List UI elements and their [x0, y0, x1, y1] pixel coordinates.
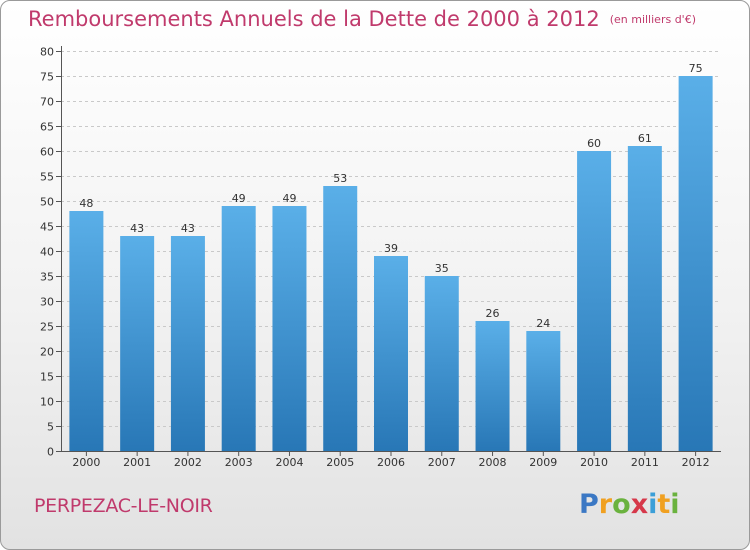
y-tick-label: 60 — [40, 146, 54, 159]
bar-value-label: 75 — [689, 62, 703, 75]
x-tick-label: 2001 — [123, 456, 151, 469]
y-tick-label: 20 — [40, 346, 54, 359]
commune-name: PERPEZAC-LE-NOIR — [34, 495, 213, 517]
y-tick-label: 70 — [40, 96, 54, 109]
bar-value-label: 26 — [486, 307, 500, 320]
title-text: Remboursements Annuels de la Dette de 20… — [28, 7, 600, 31]
logo-letter: i — [670, 489, 680, 520]
x-tick-label: 2012 — [682, 456, 710, 469]
data-labels: 48 43 43 49 49 53 39 35 26 24 60 61 75 — [79, 62, 702, 330]
bar — [69, 211, 104, 451]
x-tick-label: 2003 — [225, 456, 253, 469]
bar-value-label: 35 — [435, 262, 449, 275]
bar — [627, 146, 662, 451]
y-tick-label: 75 — [40, 71, 54, 84]
bar — [678, 76, 713, 451]
bar-value-label: 60 — [587, 137, 601, 150]
x-tick-label: 2008 — [479, 456, 507, 469]
y-tick-label: 40 — [40, 246, 54, 259]
y-tick-label: 25 — [40, 321, 54, 334]
y-tick-label: 30 — [40, 296, 54, 309]
bar-value-label: 43 — [130, 222, 144, 235]
bar — [221, 206, 256, 451]
logo-letter: P — [579, 489, 599, 520]
bar-value-label: 24 — [536, 317, 550, 330]
axes: 0 5 10 15 20 25 30 35 40 45 50 55 60 65 70 75 80 2000 2001… — [40, 46, 721, 469]
bar-value-label: 39 — [384, 242, 398, 255]
y-tick-label: 10 — [40, 396, 54, 409]
bar-value-label: 49 — [282, 192, 296, 205]
bar — [577, 151, 612, 451]
x-tick-label: 2007 — [428, 456, 456, 469]
x-tick-label: 2004 — [275, 456, 303, 469]
x-tick-label: 2005 — [326, 456, 354, 469]
proxiti-logo[interactable]: Proxiti — [579, 489, 680, 520]
logo-letter: x — [630, 489, 649, 520]
y-tick-label: 50 — [40, 196, 54, 209]
bar-value-label: 43 — [181, 222, 195, 235]
chart-title: Remboursements Annuels de la Dette de 20… — [28, 7, 696, 31]
bar — [374, 256, 408, 451]
y-tick-label: 35 — [40, 271, 54, 284]
y-tick-label: 0 — [47, 446, 54, 459]
logo-letter: i — [648, 489, 658, 520]
bar — [120, 236, 155, 451]
logo-letter: t — [657, 489, 671, 520]
bar — [170, 236, 205, 451]
title-unit: (en milliers d'€) — [609, 13, 696, 26]
bar — [475, 321, 510, 451]
bar — [323, 186, 358, 451]
x-tick-label: 2002 — [174, 456, 202, 469]
bar-value-label: 49 — [232, 192, 246, 205]
bar — [526, 331, 561, 451]
y-tick-label: 65 — [40, 121, 54, 134]
bar — [272, 206, 307, 451]
y-tick-label: 15 — [40, 371, 54, 384]
bar-value-label: 53 — [333, 172, 347, 185]
bar — [424, 276, 459, 451]
bar-value-label: 48 — [79, 197, 93, 210]
x-tick-label: 2009 — [529, 456, 557, 469]
x-tick-label: 2000 — [72, 456, 100, 469]
bar-value-label: 61 — [638, 132, 652, 145]
logo-letter: o — [612, 489, 631, 520]
y-tick-label: 45 — [40, 221, 54, 234]
bars — [69, 76, 713, 451]
logo-letter: r — [598, 489, 613, 520]
y-tick-label: 80 — [40, 46, 54, 59]
x-tick-label: 2011 — [631, 456, 659, 469]
y-tick-label: 5 — [47, 421, 54, 434]
y-tick-label: 55 — [40, 171, 54, 184]
x-tick-label: 2010 — [580, 456, 608, 469]
x-tick-label: 2006 — [377, 456, 405, 469]
